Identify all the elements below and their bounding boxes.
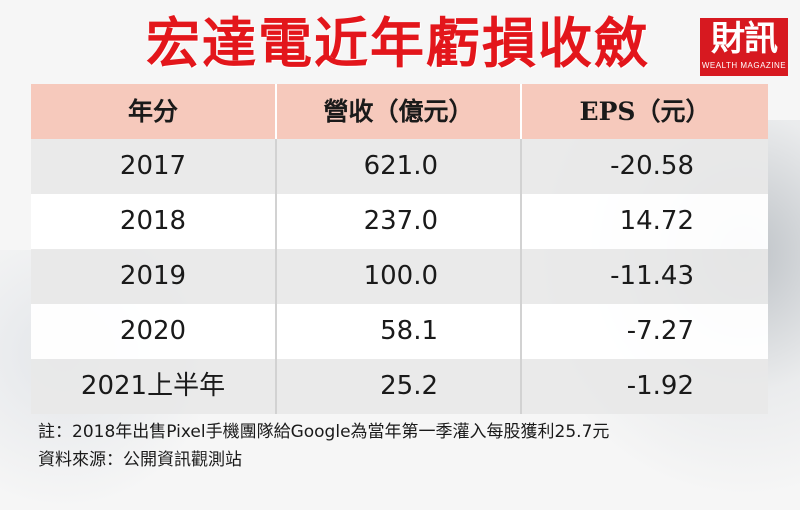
header-eps: EPS（元） [579,97,711,126]
header-revenue: 營收（億元） [277,84,522,139]
revenue-cell: 100.0 [277,249,522,304]
revenue-cell: 237.0 [277,194,522,249]
table-header-row: 年分 營收（億元） EPS（元） [31,84,768,139]
header-year: 年分 [31,84,277,139]
revenue-cell: 25.2 [277,359,522,414]
table-row: 2019 100.0 -11.43 [31,249,768,304]
logo-text: 財訊 [711,19,778,59]
eps-cell: 14.72 [619,206,694,236]
table-row: 2020 58.1 -7.27 [31,304,768,359]
table-row: 2017 621.0 -20.58 [31,139,768,194]
year-cell: 2019 [31,249,277,304]
footnotes: 註：2018年出售Pixel手機團隊給Google為當年第一季灌入每股獲利25.… [38,418,788,474]
year-cell: 2017 [31,139,277,194]
year-cell: 2018 [31,194,277,249]
table-row: 2018 237.0 14.72 [31,194,768,249]
publisher-logo: 財訊 WEALTH MAGAZINE [700,18,788,76]
table-row: 2021上半年 25.2 -1.92 [31,359,768,414]
source-note: 資料來源：公開資訊觀測站 [38,450,242,470]
eps-cell: -1.92 [626,371,694,401]
logo-subtext: WEALTH MAGAZINE [701,61,787,70]
revenue-cell: 621.0 [277,139,522,194]
footnote: 註：2018年出售Pixel手機團隊給Google為當年第一季灌入每股獲利25.… [38,422,610,442]
year-cell: 2020 [31,304,277,359]
eps-cell: -7.27 [626,316,694,346]
data-table: 年分 營收（億元） EPS（元） 2017 621.0 -20.58 2018 … [31,84,768,414]
eps-cell: -11.43 [610,261,694,291]
eps-cell: -20.58 [610,151,694,181]
revenue-cell: 58.1 [277,304,522,359]
page-title: 宏達電近年虧損收斂 [146,11,650,75]
year-cell: 2021上半年 [31,359,277,414]
